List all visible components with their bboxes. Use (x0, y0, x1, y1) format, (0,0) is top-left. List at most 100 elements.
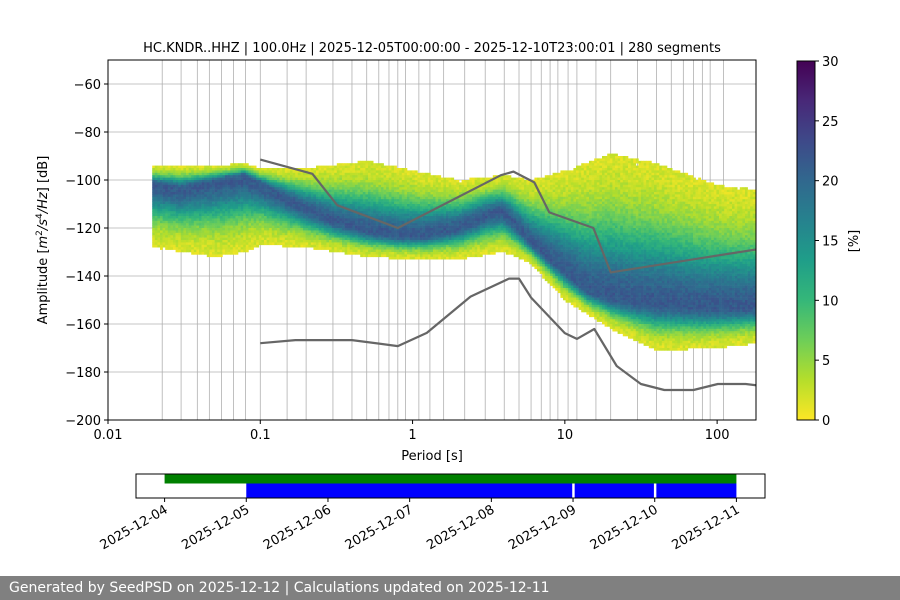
psd-heatmap-cell (193, 232, 197, 236)
psd-heatmap-cell (292, 177, 296, 181)
psd-heatmap-cell (498, 242, 501, 246)
psd-heatmap-cell (492, 180, 496, 183)
psd-heatmap-cell (433, 228, 436, 231)
psd-heatmap-cell (443, 208, 447, 212)
psd-heatmap-cell (253, 189, 257, 193)
psd-heatmap-cell (396, 208, 400, 212)
psd-heatmap-cell (391, 213, 395, 217)
psd-heatmap-cell (238, 232, 241, 236)
psd-heatmap-cell (243, 211, 247, 214)
psd-heatmap-cell (180, 172, 184, 176)
psd-heatmap-cell (238, 177, 241, 181)
psd-heatmap-cell (310, 194, 314, 198)
psd-heatmap-cell (435, 189, 439, 193)
psd-heatmap-cell (427, 206, 431, 210)
psd-heatmap-cell (331, 177, 335, 181)
psd-heatmap-cell (355, 206, 358, 210)
psd-heatmap-cell (407, 218, 410, 222)
psd-heatmap-cell (316, 240, 319, 243)
psd-heatmap-cell (188, 240, 192, 243)
psd-heatmap-cell (212, 216, 215, 219)
psd-heatmap-cell (180, 204, 184, 207)
psd-heatmap-cell (394, 247, 397, 250)
psd-heatmap-cell (313, 192, 317, 195)
psd-heatmap-cell (225, 225, 228, 229)
psd-heatmap-cell (433, 196, 436, 200)
psd-heatmap-cell (219, 230, 223, 234)
psd-heatmap-cell (271, 189, 275, 193)
psd-heatmap-cell (232, 218, 236, 222)
psd-heatmap-cell (456, 216, 460, 219)
psd-heatmap-cell (360, 235, 364, 238)
psd-heatmap-cell (388, 184, 392, 188)
psd-heatmap-cell (160, 187, 163, 190)
psd-heatmap-cell (178, 184, 182, 188)
psd-heatmap-cell (495, 208, 499, 212)
psd-heatmap-cell (154, 187, 158, 190)
psd-heatmap-cell (391, 187, 395, 190)
psd-heatmap-cell (326, 232, 330, 236)
psd-heatmap-cell (214, 252, 218, 255)
psd-heatmap-cell (466, 223, 470, 226)
psd-heatmap-cell (440, 254, 444, 258)
psd-heatmap-cell (253, 184, 257, 188)
psd-heatmap-cell (245, 228, 249, 231)
psd-heatmap-cell (183, 196, 187, 200)
psd-heatmap-cell (217, 184, 221, 188)
psd-heatmap-cell (243, 204, 247, 207)
psd-heatmap-cell (230, 194, 234, 198)
psd-heatmap-cell (238, 211, 241, 214)
psd-heatmap-cell (336, 218, 340, 222)
psd-heatmap-cell (362, 225, 366, 229)
psd-heatmap-cell (183, 208, 187, 212)
psd-heatmap-cell (386, 220, 390, 224)
psd-heatmap-cell (477, 240, 481, 243)
psd-heatmap-cell (225, 180, 228, 183)
psd-heatmap-cell (487, 184, 491, 188)
psd-heatmap-cell (297, 204, 301, 207)
psd-heatmap-cell (375, 182, 379, 186)
psd-heatmap-cell (433, 187, 436, 190)
psd-heatmap-cell (448, 252, 452, 255)
psd-heatmap-cell (349, 218, 353, 222)
psd-heatmap-cell (459, 223, 462, 226)
psd-heatmap-cell (297, 211, 301, 214)
psd-heatmap-cell (503, 240, 507, 243)
psd-heatmap-cell (310, 237, 314, 241)
psd-heatmap-cell (401, 216, 405, 219)
psd-heatmap-cell (464, 223, 468, 226)
psd-heatmap-cell (425, 206, 429, 210)
psd-heatmap-cell (370, 187, 374, 190)
psd-heatmap-cell (505, 201, 509, 205)
psd-heatmap-cell (456, 199, 460, 202)
psd-heatmap-cell (258, 168, 262, 171)
psd-heatmap-cell (500, 240, 504, 243)
psd-heatmap-cell (225, 213, 228, 217)
psd-heatmap-cell (427, 187, 431, 190)
psd-heatmap-cell (417, 211, 421, 214)
psd-heatmap-cell (407, 249, 410, 253)
psd-heatmap-cell (474, 204, 478, 207)
psd-heatmap-cell (487, 218, 491, 222)
psd-heatmap-cell (248, 192, 252, 195)
psd-heatmap-cell (274, 235, 278, 238)
psd-heatmap-cell (344, 204, 348, 207)
psd-heatmap-cell (435, 177, 439, 181)
psd-heatmap-cell (339, 220, 343, 224)
psd-heatmap-cell (482, 177, 486, 181)
psd-heatmap-cell (342, 216, 345, 219)
psd-heatmap-cell (256, 216, 260, 219)
psd-heatmap-cell (399, 230, 403, 234)
psd-heatmap-cell (427, 249, 431, 253)
psd-heatmap-cell (297, 175, 301, 178)
psd-heatmap-cell (469, 206, 473, 210)
psd-heatmap-cell (209, 194, 213, 198)
psd-heatmap-cell (170, 235, 174, 238)
psd-heatmap-cell (248, 242, 252, 246)
psd-heatmap-cell (331, 232, 335, 236)
psd-heatmap-cell (326, 177, 330, 181)
psd-heatmap-cell (183, 175, 187, 178)
psd-heatmap-cell (300, 204, 304, 207)
psd-heatmap-cell (227, 206, 231, 210)
psd-heatmap-cell (451, 220, 455, 224)
